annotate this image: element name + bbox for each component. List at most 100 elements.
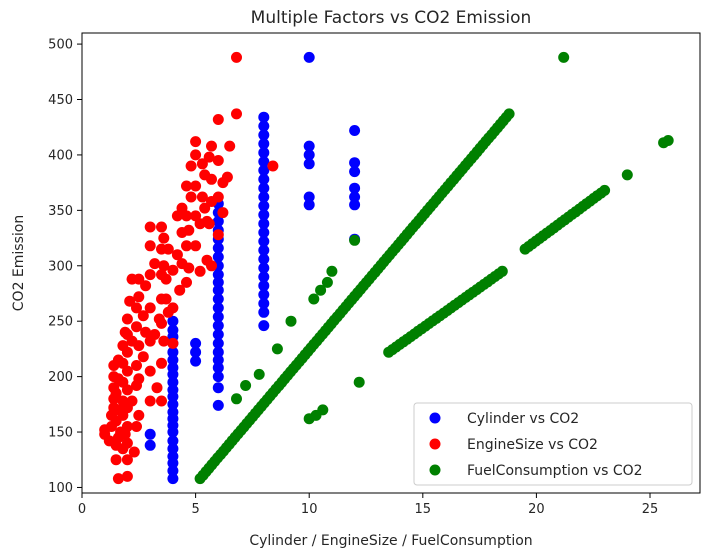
cylinder-point [303, 158, 315, 170]
enginesize-point [126, 395, 138, 407]
enginesize-point [190, 180, 202, 192]
enginesize-point [121, 346, 133, 358]
chart-title: Multiple Factors vs CO2 Emission [251, 8, 532, 28]
enginesize-point [144, 302, 156, 314]
cylinder-point [349, 191, 361, 203]
cylinder-point [167, 465, 179, 477]
enginesize-point [203, 151, 215, 163]
enginesize-point [183, 224, 195, 236]
cylinder-point [258, 111, 270, 123]
cylinder-point [212, 311, 224, 323]
legend-marker [429, 464, 441, 476]
enginesize-point [156, 317, 167, 329]
enginesize-point [181, 240, 192, 252]
enginesize-point [124, 295, 136, 307]
fuelconsumption-point [496, 265, 508, 277]
enginesize-point [190, 149, 202, 161]
fuelconsumption-point [317, 404, 329, 416]
enginesize-point [121, 313, 133, 325]
cylinder-point [212, 276, 224, 288]
enginesize-point [121, 470, 133, 482]
fuelconsumption-point [308, 293, 320, 305]
enginesize-point [221, 171, 233, 183]
cylinder-point [212, 293, 224, 305]
enginesize-point [190, 240, 202, 252]
enginesize-point [158, 260, 170, 272]
legend-label: FuelConsumption vs CO2 [467, 463, 643, 479]
cylinder-point [258, 262, 270, 274]
fuelconsumption-point [240, 380, 252, 391]
cylinder-point [212, 371, 224, 383]
y-tick-label: 500 [48, 38, 73, 53]
cylinder-point [212, 382, 224, 394]
x-tick-label: 5 [191, 502, 199, 517]
cylinder-point [212, 251, 224, 263]
cylinder-point [167, 435, 179, 447]
cylinder-point [303, 149, 315, 161]
cylinder-point [303, 140, 315, 152]
cylinder-point [167, 376, 179, 388]
fuelconsumption-point [321, 276, 333, 288]
enginesize-point [167, 337, 179, 349]
enginesize-point [121, 421, 133, 432]
fuelconsumption-point [353, 376, 365, 388]
cylinder-point [167, 450, 179, 462]
enginesize-point [144, 365, 156, 377]
cylinder-point [258, 253, 270, 265]
fuelconsumption-point [558, 51, 570, 63]
cylinder-point [144, 428, 156, 440]
enginesize-point [190, 136, 202, 148]
enginesize-point [194, 265, 206, 277]
enginesize-point [231, 51, 242, 63]
enginesize-point [149, 258, 161, 270]
enginesize-point [128, 446, 140, 458]
enginesize-point [185, 191, 197, 203]
enginesize-point [140, 326, 152, 338]
x-axis-title: Cylinder / EngineSize / FuelConsumption [249, 533, 532, 549]
cylinder-point [167, 354, 179, 366]
cylinder-point [303, 191, 315, 203]
cylinder-point [258, 298, 270, 309]
cylinder-point [190, 346, 202, 358]
enginesize-point [131, 360, 142, 371]
enginesize-point [212, 155, 224, 166]
y-tick-label: 200 [48, 370, 73, 385]
fuelconsumption-point [253, 368, 265, 380]
cylinder-point [167, 384, 179, 396]
y-tick-label: 150 [48, 426, 73, 441]
cylinder-point [212, 399, 224, 411]
cylinder-point [212, 302, 224, 314]
enginesize-point [121, 454, 133, 466]
enginesize-point [156, 395, 167, 407]
cylinder-point [258, 235, 270, 247]
enginesize-point [162, 243, 174, 255]
enginesize-point [131, 302, 142, 314]
enginesize-point [137, 310, 149, 322]
fuelconsumption-point [271, 343, 283, 355]
enginesize-point [144, 395, 156, 407]
enginesize-point [144, 240, 156, 252]
x-tick-label: 0 [78, 502, 86, 517]
enginesize-point [181, 276, 192, 288]
cylinder-point [258, 306, 270, 318]
enginesize-point [174, 284, 186, 296]
fuelconsumption-point [662, 135, 674, 146]
enginesize-point [203, 218, 215, 230]
enginesize-point [196, 191, 208, 203]
enginesize-point [196, 158, 208, 170]
cylinder-point [303, 199, 315, 211]
enginesize-point [206, 140, 217, 152]
enginesize-point [158, 232, 170, 244]
cylinder-point [258, 271, 270, 283]
fuelconsumption-point [599, 184, 611, 196]
enginesize-point [144, 269, 156, 281]
y-tick-label: 400 [48, 148, 73, 163]
x-tick-label: 15 [415, 502, 432, 517]
enginesize-point [185, 160, 197, 172]
enginesize-point [110, 387, 122, 399]
enginesize-point [158, 335, 170, 347]
cylinder-point [212, 269, 224, 281]
cylinder-point [167, 406, 179, 418]
enginesize-point [133, 340, 145, 352]
